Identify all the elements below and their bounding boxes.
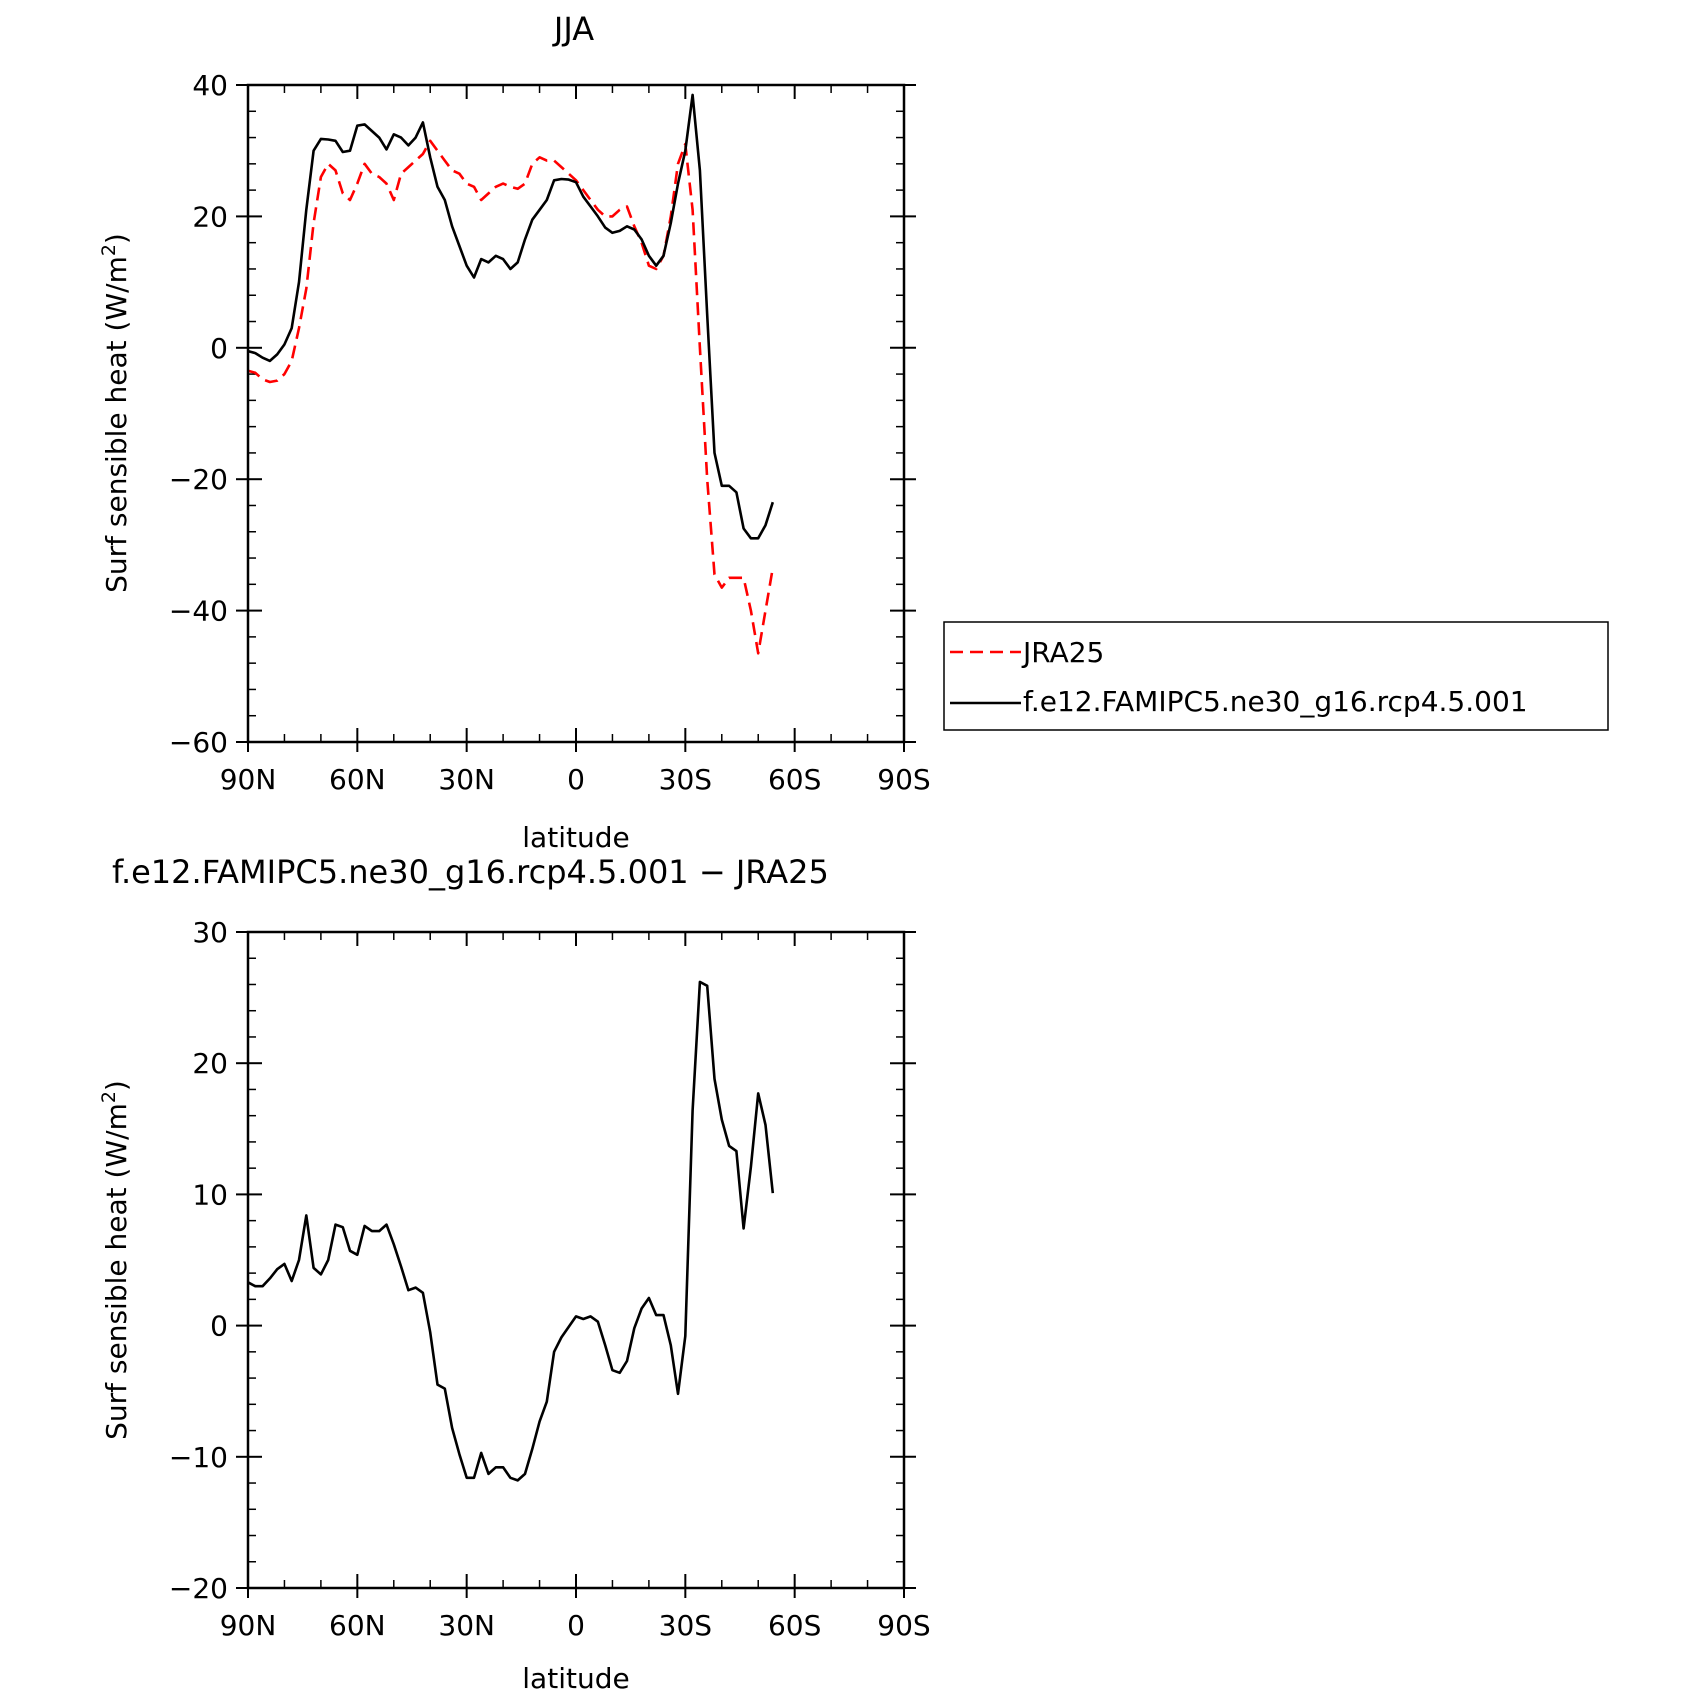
- y-tick-label: −10: [169, 1441, 228, 1474]
- top-chart-title: JJA: [552, 10, 594, 48]
- top-chart: JJA 90N 60N 30N 0 30S 60S 90S −60 −40 −20 0 20 40 l…: [98, 10, 1609, 854]
- x-tick-label: 30S: [659, 763, 712, 796]
- bottom-chart-y-axis-label: Surf sensible heat (W/m2): [98, 1080, 133, 1440]
- x-tick-label: 0: [567, 763, 585, 796]
- x-tick-label: 30N: [438, 1609, 495, 1642]
- bottom-chart-frame: [246, 930, 906, 1590]
- x-tick-label: 60N: [329, 763, 386, 796]
- y-tick-label: 20: [192, 1047, 228, 1080]
- top-chart-y-axis-label: Surf sensible heat (W/m2): [98, 233, 133, 593]
- x-tick-label: 60N: [329, 1609, 386, 1642]
- y-tick-label: −20: [169, 463, 228, 496]
- x-tick-label: 90S: [877, 1609, 930, 1642]
- y-tick-label: 10: [192, 1178, 228, 1211]
- bottom-chart-x-tick-labels: 90N 60N 30N 0 30S 60S 90S: [220, 1609, 931, 1642]
- top-chart-x-tick-labels: 90N 60N 30N 0 30S 60S 90S: [220, 763, 931, 796]
- top-chart-y-axis-label-end: ): [100, 233, 133, 244]
- x-tick-label: 60S: [768, 763, 821, 796]
- y-tick-label: −60: [169, 726, 228, 759]
- x-tick-label: 30S: [659, 1609, 712, 1642]
- top-series-line-0: [247, 139, 775, 655]
- top-chart-lines: [247, 93, 775, 655]
- bottom-chart-y-axis-label-sup: 2: [98, 1091, 120, 1103]
- top-series-line-1: [247, 93, 775, 540]
- bottom-chart-y-axis-label-main: Surf sensible heat (W/m: [100, 1103, 133, 1440]
- y-tick-label: 0: [210, 1310, 228, 1343]
- x-tick-label: 90S: [877, 763, 930, 796]
- y-tick-label: 40: [192, 69, 228, 102]
- x-tick-label: 60S: [768, 1609, 821, 1642]
- top-chart-x-axis-label: latitude: [522, 821, 629, 854]
- bottom-chart-title: f.e12.FAMIPC5.ne30_g16.rcp4.5.001 − JRA2…: [112, 853, 829, 891]
- bottom-chart-y-tick-labels: −20 −10 0 10 20 30: [169, 916, 228, 1605]
- bottom-chart: f.e12.FAMIPC5.ne30_g16.rcp4.5.001 − JRA2…: [98, 853, 931, 1691]
- y-tick-label: −40: [169, 595, 228, 628]
- bottom-chart-lines: [247, 980, 775, 1482]
- top-chart-y-axis-label-sup: 2: [98, 244, 120, 256]
- x-tick-label: 90N: [220, 1609, 277, 1642]
- legend: JRA25 f.e12.FAMIPC5.ne30_g16.rcp4.5.001: [943, 621, 1609, 731]
- y-tick-label: 30: [192, 916, 228, 949]
- top-chart-y-axis-label-main: Surf sensible heat (W/m: [100, 256, 133, 593]
- bottom-chart-x-axis-label: latitude: [522, 1662, 629, 1691]
- legend-label-jra25: JRA25: [1021, 636, 1104, 669]
- bottom-chart-y-axis-label-end: ): [100, 1080, 133, 1091]
- x-tick-label: 90N: [220, 763, 277, 796]
- bottom-chart-ticks: [236, 931, 916, 1598]
- top-chart-y-tick-labels: −60 −40 −20 0 20 40: [169, 69, 228, 759]
- y-tick-label: −20: [169, 1572, 228, 1605]
- legend-box: [943, 621, 1609, 731]
- x-tick-label: 30N: [438, 763, 495, 796]
- top-chart-frame: [246, 83, 906, 744]
- y-tick-label: 20: [192, 200, 228, 233]
- y-tick-label: 0: [210, 332, 228, 365]
- x-tick-label: 0: [567, 1609, 585, 1642]
- bot-series-line-0: [247, 980, 775, 1482]
- legend-label-model: f.e12.FAMIPC5.ne30_g16.rcp4.5.001: [1023, 685, 1528, 718]
